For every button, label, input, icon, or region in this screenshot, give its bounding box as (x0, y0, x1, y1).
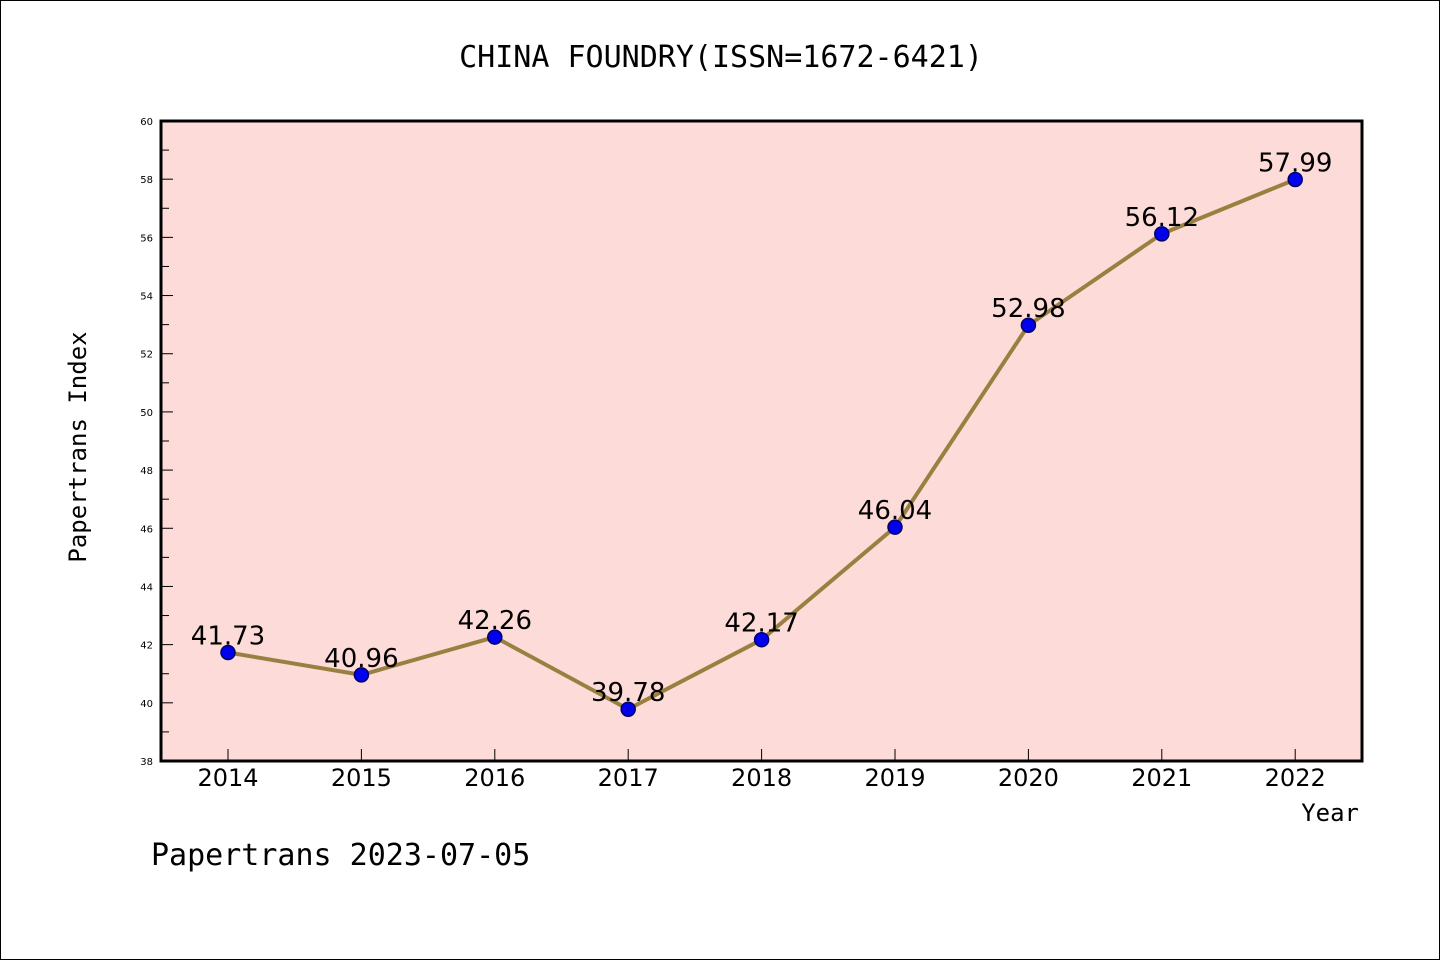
y-tick-label: 48 (140, 466, 153, 477)
data-label: 56.12 (1125, 203, 1199, 233)
x-tick-label: 2017 (598, 764, 659, 792)
y-tick-label: 42 (140, 641, 153, 652)
data-point (753, 631, 770, 648)
data-label: 46.04 (858, 496, 932, 526)
data-labels: 41.73 40.96 42.26 39.78 42.17 46.04 52.98 56.12… (191, 148, 1333, 708)
y-axis: 38 40 42 44 46 48 50 52 54 56 58 60 (140, 117, 173, 768)
footer-stamp: Papertrans 2023-07-05 (151, 838, 530, 873)
data-label: 39.78 (591, 678, 665, 708)
x-tick-label: 2015 (331, 764, 392, 792)
y-tick-label: 58 (140, 175, 153, 186)
x-tick-label: 2019 (864, 764, 925, 792)
y-tick-label: 44 (140, 582, 153, 593)
y-tick-label: 50 (140, 408, 153, 419)
plot-border (159, 119, 1364, 763)
chart-title: CHINA FOUNDRY(ISSN=1672-6421) (459, 40, 983, 75)
data-label: 52.98 (991, 294, 1065, 324)
x-tick-label: 2022 (1265, 764, 1326, 792)
data-label: 40.96 (324, 644, 398, 674)
data-point (220, 644, 236, 661)
y-tick-label: 52 (140, 350, 153, 361)
data-points (220, 171, 1303, 717)
y-tick-label: 40 (140, 699, 153, 710)
data-point (1287, 171, 1303, 188)
data-point (887, 519, 903, 535)
data-point (487, 629, 503, 645)
data-label: 41.73 (191, 621, 265, 651)
x-tick-label: 2020 (998, 764, 1059, 792)
data-point (620, 701, 636, 717)
x-axis: 2014 2015 2016 2017 2018 2019 2020 2021 2022 (197, 749, 1326, 792)
x-tick-label: 2021 (1131, 764, 1192, 792)
y-tick-label: 60 (140, 117, 153, 128)
y-tick-label: 54 (140, 292, 153, 303)
x-axis-label: Year (1301, 799, 1359, 827)
x-tick-label: 2018 (731, 764, 792, 792)
y-axis-label: Papertrans Index (64, 331, 92, 562)
y-tick-label: 46 (140, 524, 153, 535)
y-tick-label: 56 (140, 233, 153, 244)
data-point (1154, 226, 1170, 242)
x-tick-label: 2016 (464, 764, 525, 792)
data-label: 57.99 (1258, 148, 1332, 178)
data-label: 42.17 (724, 609, 798, 639)
data-point (1020, 317, 1037, 333)
data-point (353, 667, 370, 683)
y-tick-label: 38 (140, 757, 153, 768)
x-tick-label: 2014 (197, 764, 258, 792)
data-label: 42.26 (458, 606, 532, 636)
